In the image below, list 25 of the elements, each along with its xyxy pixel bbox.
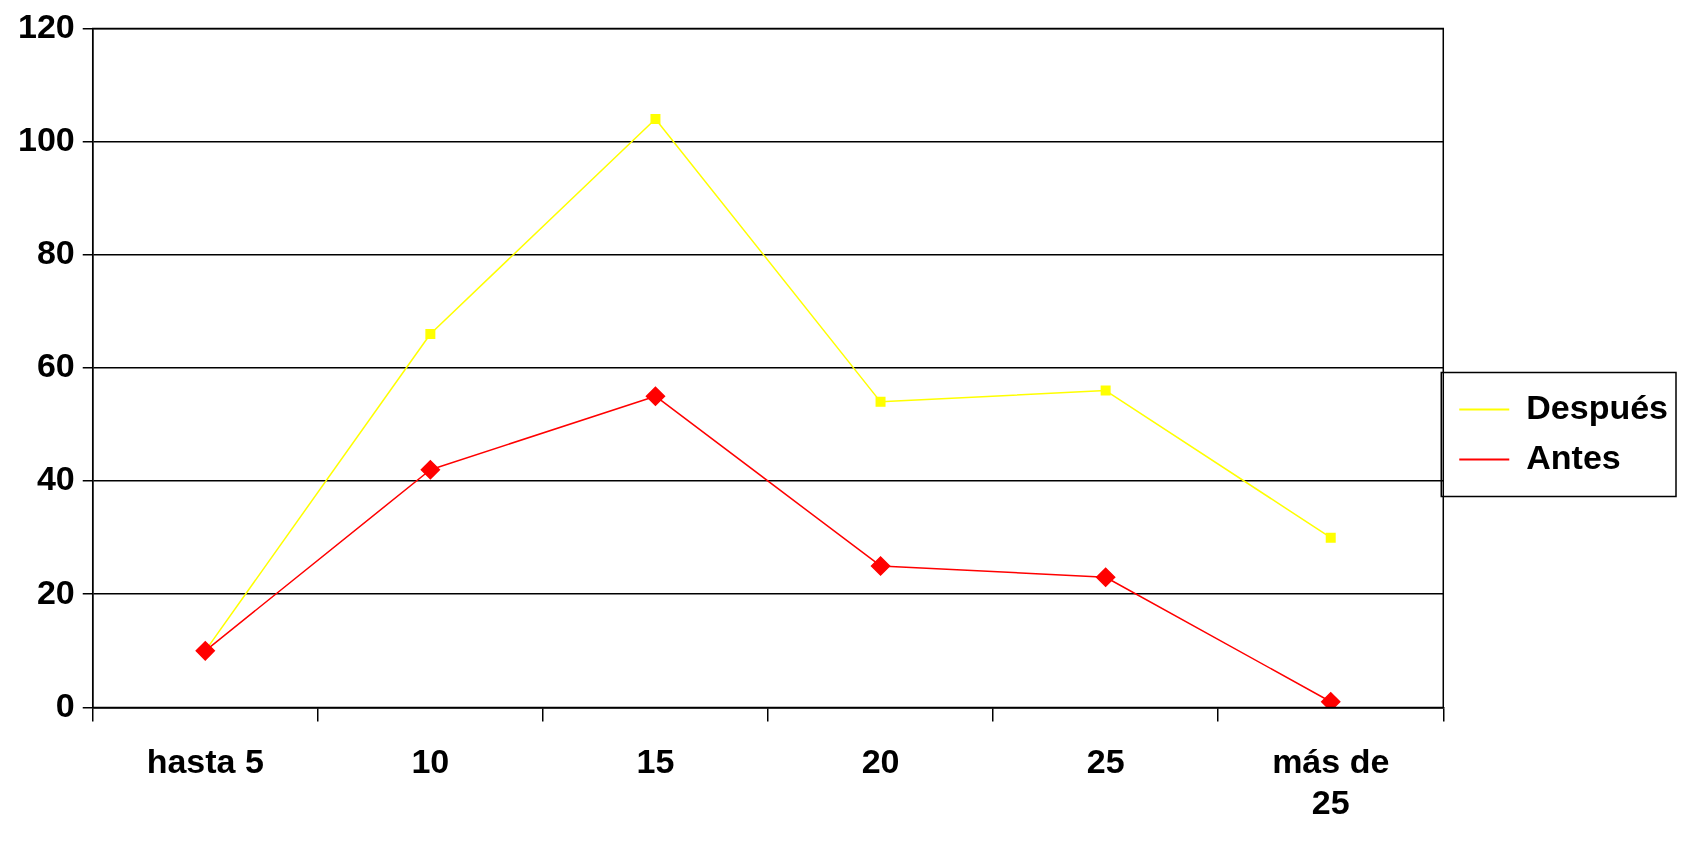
y-tick-label: 80 [36,233,75,272]
y-tick-label: 60 [36,346,75,385]
x-tick-label: 15 [636,742,675,781]
point [875,396,886,407]
point [425,328,436,339]
x-tick-label: hasta 5 [146,742,264,781]
y-tick-label: 100 [17,119,75,158]
point [645,386,666,406]
y-tick-label: 40 [36,459,75,498]
x-tick-label: más de 25 [1272,742,1390,821]
y-tick-label: 20 [36,572,75,611]
point [650,113,661,124]
x-tick-label: 10 [411,742,450,781]
y-tick-label: 0 [55,685,75,724]
point [1100,385,1111,396]
point [1095,567,1116,588]
point [1325,532,1336,543]
point [870,556,891,576]
x-tick-label: 20 [861,742,900,781]
point [195,641,216,661]
legend-label: Antes [1526,437,1621,476]
y-tick-label: 120 [17,6,75,45]
x-tick-label: 25 [1086,742,1125,781]
legend-label: Después [1526,387,1669,426]
point [420,460,441,480]
